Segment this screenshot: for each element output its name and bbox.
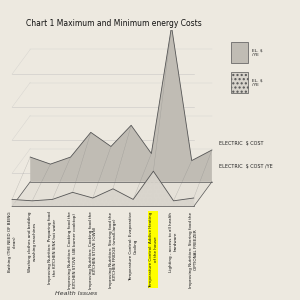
Text: ELECTRIC  $ COST: ELECTRIC $ COST bbox=[219, 142, 263, 146]
Bar bbox=[231, 42, 247, 63]
Text: Health Issues: Health Issues bbox=[55, 291, 97, 296]
Text: Improving Nutrition: Cooking food the
KITCHEN STOVE (4B burner cooktop): Improving Nutrition: Cooking food the KI… bbox=[68, 212, 77, 289]
Polygon shape bbox=[12, 182, 212, 206]
Text: Washing clothes and bedding
washing machines: Washing clothes and bedding washing mach… bbox=[28, 212, 37, 272]
Text: Lighting - access to all health
hardware: Lighting - access to all health hardware bbox=[169, 212, 178, 272]
Text: EL. $
/YE: EL. $ /YE bbox=[252, 79, 263, 87]
Text: EL. $
/YE: EL. $ /YE bbox=[252, 49, 263, 57]
Text: Improving Nutrition: Storing food the
OPTIONAL FREEZER: Improving Nutrition: Storing food the OP… bbox=[189, 212, 198, 287]
Text: Improving Nutrition: Cooking food the
KITCHEN STOVE (OWN): Improving Nutrition: Cooking food the KI… bbox=[88, 212, 97, 289]
Polygon shape bbox=[12, 182, 30, 206]
Text: Chart 1 Maximum and Minimum energy Costs: Chart 1 Maximum and Minimum energy Costs bbox=[26, 20, 202, 28]
Text: Temperature Control: Evaporative
Cooling: Temperature Control: Evaporative Cooling bbox=[129, 212, 137, 281]
Polygon shape bbox=[30, 26, 212, 182]
Polygon shape bbox=[12, 171, 194, 206]
Text: Improving Nutrition: Storing food the
KITCHEN FRIDGE (small-large): Improving Nutrition: Storing food the KI… bbox=[109, 212, 117, 287]
Text: Bathing (THE NEED OF BEING
clean): Bathing (THE NEED OF BEING clean) bbox=[8, 212, 16, 272]
Text: Temperature Control: Addive Heating
of the house: Temperature Control: Addive Heating of t… bbox=[149, 212, 158, 288]
Bar bbox=[231, 72, 247, 93]
Text: Improving Nutrition: Preparing food
the KITCHEN SINK hot water: Improving Nutrition: Preparing food the … bbox=[48, 212, 57, 284]
Polygon shape bbox=[194, 182, 212, 206]
Text: ELECTRIC  $ COST /YE: ELECTRIC $ COST /YE bbox=[219, 164, 273, 169]
